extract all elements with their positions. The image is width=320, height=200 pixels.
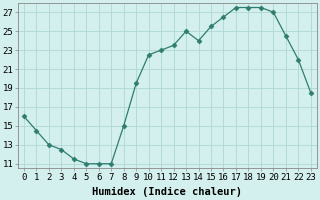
X-axis label: Humidex (Indice chaleur): Humidex (Indice chaleur) [92,187,242,197]
